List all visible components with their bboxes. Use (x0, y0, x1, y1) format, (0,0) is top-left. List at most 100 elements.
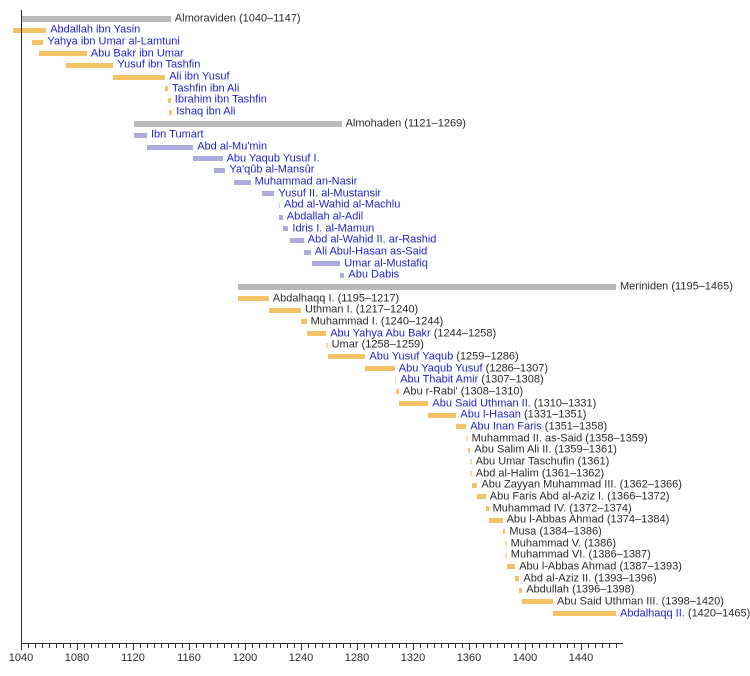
ruler-name[interactable]: Yusuf ibn Tashfin (117, 58, 201, 71)
ruler-name[interactable]: Ibrahim ibn Tashfin (174, 93, 267, 106)
ruler-name[interactable]: Ibn Tumart (151, 128, 204, 141)
ruler-name[interactable]: Abu l-Hasan (460, 408, 521, 421)
ruler-name[interactable]: Abu Said Uthman II. (432, 397, 531, 410)
axis-tick-label: 1280 (344, 652, 370, 664)
axis-minor-tick (105, 644, 106, 648)
ruler-label: Muhammad II. as-Said (1358–1359) (472, 433, 648, 444)
axis-minor-tick (441, 644, 442, 648)
ruler-label: Abu Yaqub Yusuf (1286–1307) (399, 363, 548, 374)
ruler-name[interactable]: Abu Yahya Abu Bakr (330, 327, 431, 340)
ruler-name[interactable]: Yahya ibn Umar al-Lamtuni (47, 35, 180, 48)
ruler-reign-bar (399, 401, 429, 407)
dynasty-period-bar (134, 120, 342, 127)
ruler-reign-bar (278, 214, 283, 220)
axis-minor-tick (266, 644, 267, 648)
ruler-reign-bar (289, 237, 304, 243)
axis-minor-tick (385, 644, 386, 648)
axis-minor-tick (308, 644, 309, 648)
ruler-reign-bar (428, 412, 457, 418)
reign-years: (1195–1217) (334, 292, 400, 305)
ruler-name[interactable]: Abd al-Mu'min (197, 140, 268, 153)
dynasty-name: Almohaden (345, 117, 402, 130)
axis-minor-tick (280, 644, 281, 648)
ruler-name: Musa (509, 525, 537, 538)
ruler-name: Abu l-Abbas Ahmad (519, 560, 617, 573)
ruler-reign-bar (238, 296, 269, 302)
ruler-label: Abd al-Halim (1361–1362) (476, 468, 604, 479)
ruler-reign-bar (488, 517, 503, 523)
ruler-name: Abdullah (526, 583, 570, 596)
ruler-reign-bar (214, 167, 226, 173)
reign-years: (1372–1374) (566, 502, 632, 514)
ruler-name[interactable]: Muhammad an-Nasir (254, 175, 358, 188)
axis-minor-tick (224, 644, 225, 648)
ruler-label: Uthman I. (1217–1240) (305, 304, 418, 316)
ruler-reign-bar (233, 179, 251, 185)
ruler-label: Tashfin ibn Ali (172, 83, 239, 94)
axis-minor-tick (168, 644, 169, 648)
ruler-name[interactable]: Abu Yusuf Yaqub (369, 350, 454, 363)
axis-minor-tick (609, 644, 610, 648)
ruler-name[interactable]: Idris I. al-Mamun (292, 222, 375, 235)
axis-minor-tick (252, 644, 253, 648)
axis-major-tick (301, 644, 302, 650)
ruler-label: Musa (1384–1386) (509, 526, 601, 537)
ruler-name[interactable]: Yusuf II. al-Mustansir (278, 187, 382, 200)
reign-years: (1384–1386) (536, 525, 602, 538)
ruler-reign-bar (340, 272, 345, 278)
ruler-label: Ishaq ibn Ali (176, 105, 236, 118)
axis-minor-tick (84, 644, 85, 648)
axis-minor-tick (504, 644, 505, 648)
axis-tick-label: 1040 (8, 652, 34, 664)
ruler-name[interactable]: Abu Yaqub Yusuf (398, 362, 483, 375)
ruler-name[interactable]: Tashfin ibn Ali (172, 82, 240, 95)
axis-minor-tick (378, 644, 379, 648)
dynasty-name: Meriniden (620, 280, 669, 293)
reign-years: (1393–1396) (591, 572, 657, 584)
axis-minor-tick (287, 644, 288, 648)
axis-minor-tick (119, 644, 120, 648)
ruler-name[interactable]: Abd al-Wahid II. ar-Rashid (307, 233, 437, 246)
reign-years: (1398–1420) (658, 595, 724, 608)
ruler-name[interactable]: Ishaq ibn Ali (176, 105, 236, 118)
ruler-name[interactable]: Abd al-Wahid al-Machlu (284, 198, 401, 211)
ruler-name[interactable]: Umar al-Mustafiq (344, 257, 428, 270)
ruler-name[interactable]: Ali Abul-Hasan as-Said (314, 245, 428, 258)
axis-minor-tick (350, 644, 351, 648)
ruler-reign-bar (169, 109, 173, 115)
axis-major-tick (77, 644, 78, 650)
ruler-reign-bar (12, 27, 47, 33)
ruler-name[interactable]: Abdallah ibn Yasin (50, 23, 141, 36)
axis-minor-tick (336, 644, 337, 648)
ruler-reign-bar (466, 436, 468, 442)
ruler-reign-bar (306, 331, 327, 337)
axis-tick-label: 1240 (288, 652, 314, 664)
ruler-name[interactable]: Abdallah al-Adil (286, 210, 364, 223)
ruler-name[interactable]: Abu Yaqub Yusuf I. (226, 152, 320, 165)
ruler-name[interactable]: Abu Inan Faris (470, 420, 542, 433)
axis-minor-tick (588, 644, 589, 648)
ruler-name[interactable]: Ya'qûb al-Mansûr (229, 163, 315, 176)
ruler-label: Muhammad an-Nasir (254, 175, 358, 188)
reign-years: (1240–1244) (377, 315, 444, 328)
reign-years: (1308–1310) (457, 385, 524, 398)
ruler-reign-bar (396, 389, 399, 395)
ruler-name[interactable]: Abdalhaqq II. (620, 607, 685, 619)
ruler-reign-bar (471, 482, 478, 488)
ruler-reign-bar (456, 424, 467, 430)
ruler-name[interactable]: Abu Bakr ibn Umar (90, 47, 184, 60)
x-axis-line (21, 643, 623, 644)
ruler-label: Muhammad I. (1240–1244) (311, 316, 444, 327)
ruler-label: Ibn Tumart (151, 128, 204, 141)
ruler-name[interactable]: Abu Thabit Amir (400, 373, 479, 386)
ruler-name[interactable]: Ali ibn Yusuf (169, 70, 230, 83)
axis-minor-tick (455, 644, 456, 648)
reign-years: (1361) (574, 455, 610, 468)
ruler-label: Abd al-Wahid II. ar-Rashid (307, 233, 437, 246)
axis-minor-tick (217, 644, 218, 648)
ruler-name[interactable]: Abu Dabis (348, 268, 400, 281)
ruler-reign-bar (282, 226, 289, 232)
ruler-reign-bar (515, 576, 520, 581)
dynasty-label: Almoraviden (1040–1147) (175, 13, 301, 24)
axis-minor-tick (42, 644, 43, 648)
